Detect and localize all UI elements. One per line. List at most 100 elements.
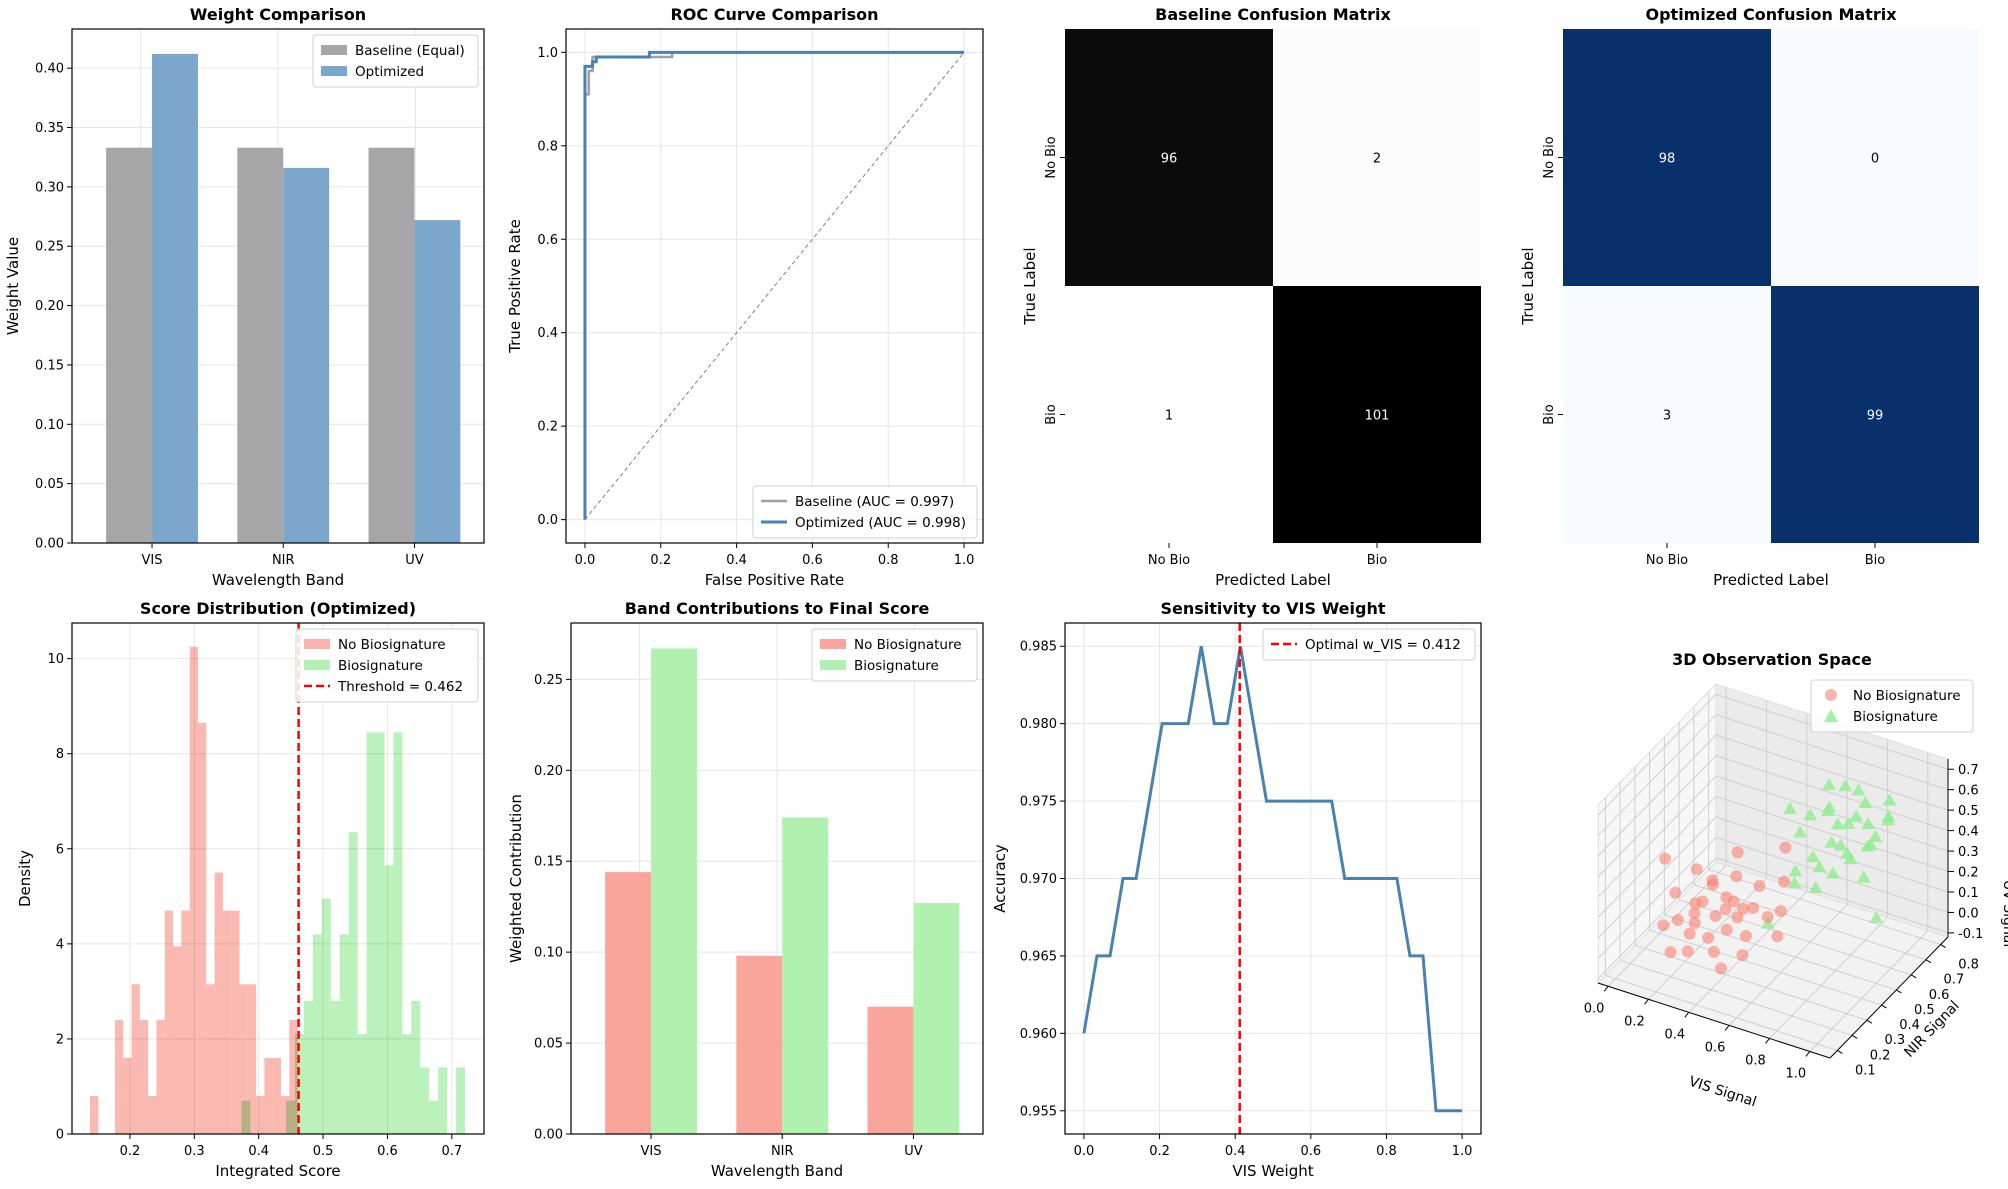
heatmap-cell — [1065, 286, 1273, 543]
cell-value: 98 — [1659, 152, 1676, 167]
y-tick-label: 0.955 — [1020, 1104, 1057, 1119]
legend-label: No Biosignature — [1853, 688, 1961, 704]
scatter-point-bio — [1833, 838, 1848, 851]
scatter-point-no-bio — [1690, 863, 1703, 876]
x-tick-label: 0.8 — [1745, 1053, 1766, 1068]
grid-line-3d — [1597, 816, 1717, 939]
y-tick-label: 0.20 — [35, 299, 64, 314]
heatmap-cell — [1771, 286, 1979, 543]
y-tick-label: 0.2 — [1870, 1048, 1891, 1063]
x-tick-label: 0.0 — [1584, 1001, 1605, 1016]
x-tick-label: 0.3 — [184, 1144, 205, 1159]
grid-line-3d — [1605, 974, 1838, 1051]
histogram-bar — [348, 832, 358, 1134]
cell-value: 99 — [1867, 409, 1884, 424]
legend-swatch — [321, 66, 347, 76]
grid-line-3d — [1597, 734, 1717, 857]
histogram-bar — [214, 872, 223, 1134]
y-tick — [1866, 1019, 1873, 1024]
y-tick-label: 0.960 — [1020, 1027, 1057, 1042]
histogram-bar — [241, 1100, 251, 1134]
x-tick-label: 0.0 — [1074, 1144, 1095, 1159]
histogram-bar — [321, 898, 331, 1134]
legend-label: Biosignature — [338, 658, 423, 674]
y-tick-label: No Bio — [1542, 136, 1557, 178]
x-tick-label: 0.6 — [377, 1144, 398, 1159]
grid-line-3d — [1597, 796, 1717, 918]
bar — [782, 817, 829, 1134]
histogram-bar — [181, 910, 190, 1134]
histogram-bar — [411, 1000, 421, 1134]
roc-line — [583, 50, 965, 520]
heatmap-cell — [1065, 29, 1273, 286]
histogram-bar — [339, 934, 349, 1134]
x-tick-label: 0.7 — [441, 1144, 462, 1159]
grid-line-3d — [1597, 714, 1717, 837]
scatter-point-bio — [1881, 813, 1896, 826]
z-tick-label: 0.0 — [1958, 906, 1979, 921]
scatter-point-no-bio — [1688, 917, 1701, 930]
axes-border — [71, 622, 485, 1135]
axes-border — [71, 28, 485, 544]
chart-title: Sensitivity to VIS Weight — [1160, 599, 1385, 618]
cell-value: 101 — [1365, 409, 1390, 424]
x-tick-label: Bio — [1865, 553, 1886, 568]
x-axis-label: VIS Weight — [1232, 1162, 1313, 1180]
legend-marker — [1824, 709, 1838, 722]
y-tick-label: 0.25 — [534, 673, 563, 688]
scatter-point-no-bio — [1659, 852, 1672, 865]
scatter-point-bio — [1868, 829, 1883, 842]
histogram-bar — [281, 1095, 290, 1134]
y-tick-label: 0.8 — [537, 139, 558, 154]
scatter-point-bio — [1793, 825, 1808, 838]
y-tick-label: 0.7 — [1944, 973, 1965, 988]
y-tick-label: 0.00 — [35, 537, 64, 552]
grid-line-3d — [1688, 890, 1808, 1013]
y-tick-label: 0.3 — [1885, 1033, 1906, 1048]
bar — [867, 1006, 914, 1134]
y-tick — [1881, 1004, 1887, 1009]
grid-line-3d — [1715, 734, 1949, 811]
grid-line-3d — [1597, 857, 1717, 980]
y-tick-label: 0.0 — [537, 513, 558, 528]
grid-line-3d — [1634, 944, 1868, 1021]
x-tick-label: 0.8 — [878, 553, 899, 568]
scatter-point-no-bio — [1778, 875, 1791, 888]
x-tick-label: 0.2 — [120, 1144, 141, 1159]
scatter-point-no-bio — [1707, 945, 1720, 958]
x-tick-label: No Bio — [1148, 553, 1190, 568]
scatter-point-bio — [1849, 809, 1864, 822]
x-tick — [1684, 1012, 1690, 1018]
grid-line-3d — [1708, 869, 1941, 946]
y-tick-label: 2 — [56, 1032, 64, 1047]
x-tick-label: 0.4 — [248, 1144, 269, 1159]
grid-line-3d — [1597, 837, 1717, 959]
bar — [237, 147, 284, 543]
y-tick-label: Bio — [1542, 404, 1557, 425]
x-tick-label: VIS — [142, 553, 163, 568]
scatter-point-no-bio — [1681, 945, 1694, 958]
bar — [605, 872, 652, 1134]
cell-value: 1 — [1165, 409, 1173, 424]
y-tick-label: 0.10 — [534, 946, 563, 961]
y-tick-label: 0.05 — [35, 477, 64, 492]
grid-line-3d — [1597, 775, 1717, 898]
y-tick-label: 0.985 — [1020, 640, 1057, 655]
legend-label: No Biosignature — [338, 637, 446, 653]
grid-line-3d — [1715, 857, 1949, 934]
histogram-bar — [123, 1057, 132, 1134]
legend: No Biosignature Biosignature — [1810, 679, 1974, 733]
y-tick-label: 0.25 — [35, 240, 64, 255]
scatter-point-bio — [1822, 800, 1837, 813]
scatter-point-no-bio — [1696, 895, 1709, 908]
histogram-bar — [312, 934, 322, 1134]
scatter-point-bio — [1882, 793, 1897, 806]
weight-comparison-chart: VIS NIR UV 0.00 0.05 0.10 0.15 0.20 0.25 0.30 0.35… — [4, 5, 485, 589]
histogram-bar — [456, 1067, 466, 1134]
baseline-confusion-matrix: 96 2 1 101 No Bio No Bio Bio Bio Baseline Confus… — [1021, 5, 1481, 589]
legend-label: Threshold = 0.462 — [337, 679, 463, 695]
z-tick-label: 0.6 — [1958, 784, 1979, 799]
y-tick-label: 0.5 — [1914, 1003, 1935, 1018]
legend-box — [811, 628, 978, 682]
y-tick-label: 4 — [56, 937, 64, 952]
